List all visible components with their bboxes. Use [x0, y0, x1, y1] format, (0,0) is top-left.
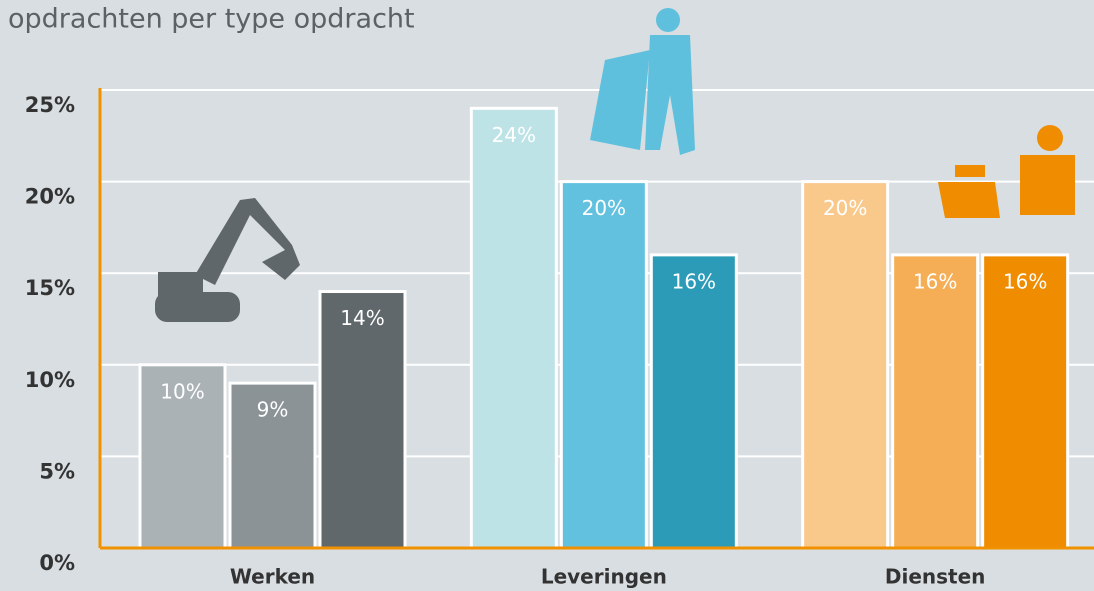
x-tick-label: Leveringen — [541, 565, 667, 589]
value-label: 20% — [582, 196, 626, 220]
bar — [983, 255, 1068, 548]
value-label: 9% — [257, 398, 289, 422]
value-label: 24% — [492, 123, 536, 147]
value-label: 14% — [340, 306, 384, 330]
y-tick-label: 25% — [25, 93, 75, 117]
value-label: 16% — [1003, 269, 1047, 293]
bar — [893, 255, 978, 548]
y-tick-label: 20% — [25, 185, 75, 209]
chart-title: opdrachten per type opdracht — [8, 4, 415, 35]
chart: opdrachten per type opdracht 0% 5% 10% 15% 2… — [0, 0, 1094, 591]
y-tick-label: 0% — [39, 551, 75, 575]
value-label: 10% — [160, 379, 204, 403]
bar — [561, 182, 646, 548]
bar — [651, 255, 736, 548]
x-tick-label: Werken — [230, 565, 315, 589]
bar — [471, 108, 556, 548]
x-tick-label: Diensten — [885, 565, 986, 589]
y-tick-label: 10% — [25, 368, 75, 392]
y-tick-label: 5% — [39, 459, 75, 483]
value-label: 20% — [823, 196, 867, 220]
bar — [803, 182, 888, 548]
value-label: 16% — [672, 269, 716, 293]
y-tick-label: 15% — [25, 276, 75, 300]
value-label: 16% — [913, 269, 957, 293]
